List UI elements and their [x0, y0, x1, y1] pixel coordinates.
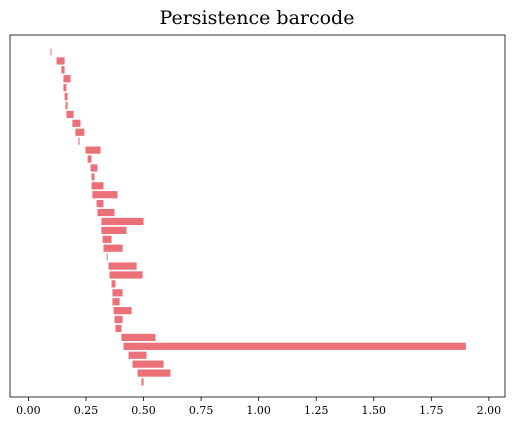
bar	[103, 244, 123, 252]
bar	[50, 48, 52, 56]
bar	[92, 191, 118, 199]
bar	[91, 182, 104, 190]
axes-frame	[9, 34, 506, 398]
bar	[115, 324, 122, 333]
x-tick-label: 1.75	[419, 404, 444, 417]
bar	[128, 351, 147, 359]
x-tick-label: 0.00	[16, 404, 41, 417]
bar	[75, 128, 85, 136]
x-tick-label: 2.00	[477, 404, 502, 417]
bar	[123, 342, 466, 350]
x-tick-label: 0.25	[74, 404, 99, 417]
bar	[97, 208, 115, 217]
bar	[132, 360, 164, 368]
x-tick-label: 1.50	[362, 404, 387, 417]
bar	[108, 262, 137, 270]
x-tick-label: 1.25	[304, 404, 329, 417]
bar	[90, 164, 98, 172]
bar	[63, 84, 67, 92]
bar	[121, 333, 156, 342]
bar	[141, 378, 144, 386]
bar	[113, 307, 132, 315]
bar	[72, 119, 81, 127]
x-tick-label: 1.00	[246, 404, 271, 417]
bar	[111, 280, 116, 288]
bar	[137, 369, 171, 377]
bar	[65, 101, 68, 110]
bar	[56, 57, 65, 65]
bar	[96, 200, 104, 208]
bar	[78, 137, 80, 145]
bar	[87, 155, 92, 163]
bar	[112, 298, 120, 306]
bar	[109, 271, 143, 279]
x-tick-label: 0.75	[189, 404, 214, 417]
bar	[91, 173, 95, 181]
bar	[106, 253, 108, 261]
bar	[101, 226, 127, 234]
chart-title: Persistence barcode	[160, 7, 355, 29]
bar	[101, 217, 144, 226]
bar	[61, 66, 65, 74]
x-tick-label: 0.50	[131, 404, 156, 417]
bar	[102, 235, 112, 243]
bar	[63, 75, 71, 83]
bar	[112, 289, 123, 297]
bar	[114, 315, 123, 324]
bar	[64, 92, 68, 101]
bar	[85, 146, 101, 154]
bar	[66, 110, 74, 119]
